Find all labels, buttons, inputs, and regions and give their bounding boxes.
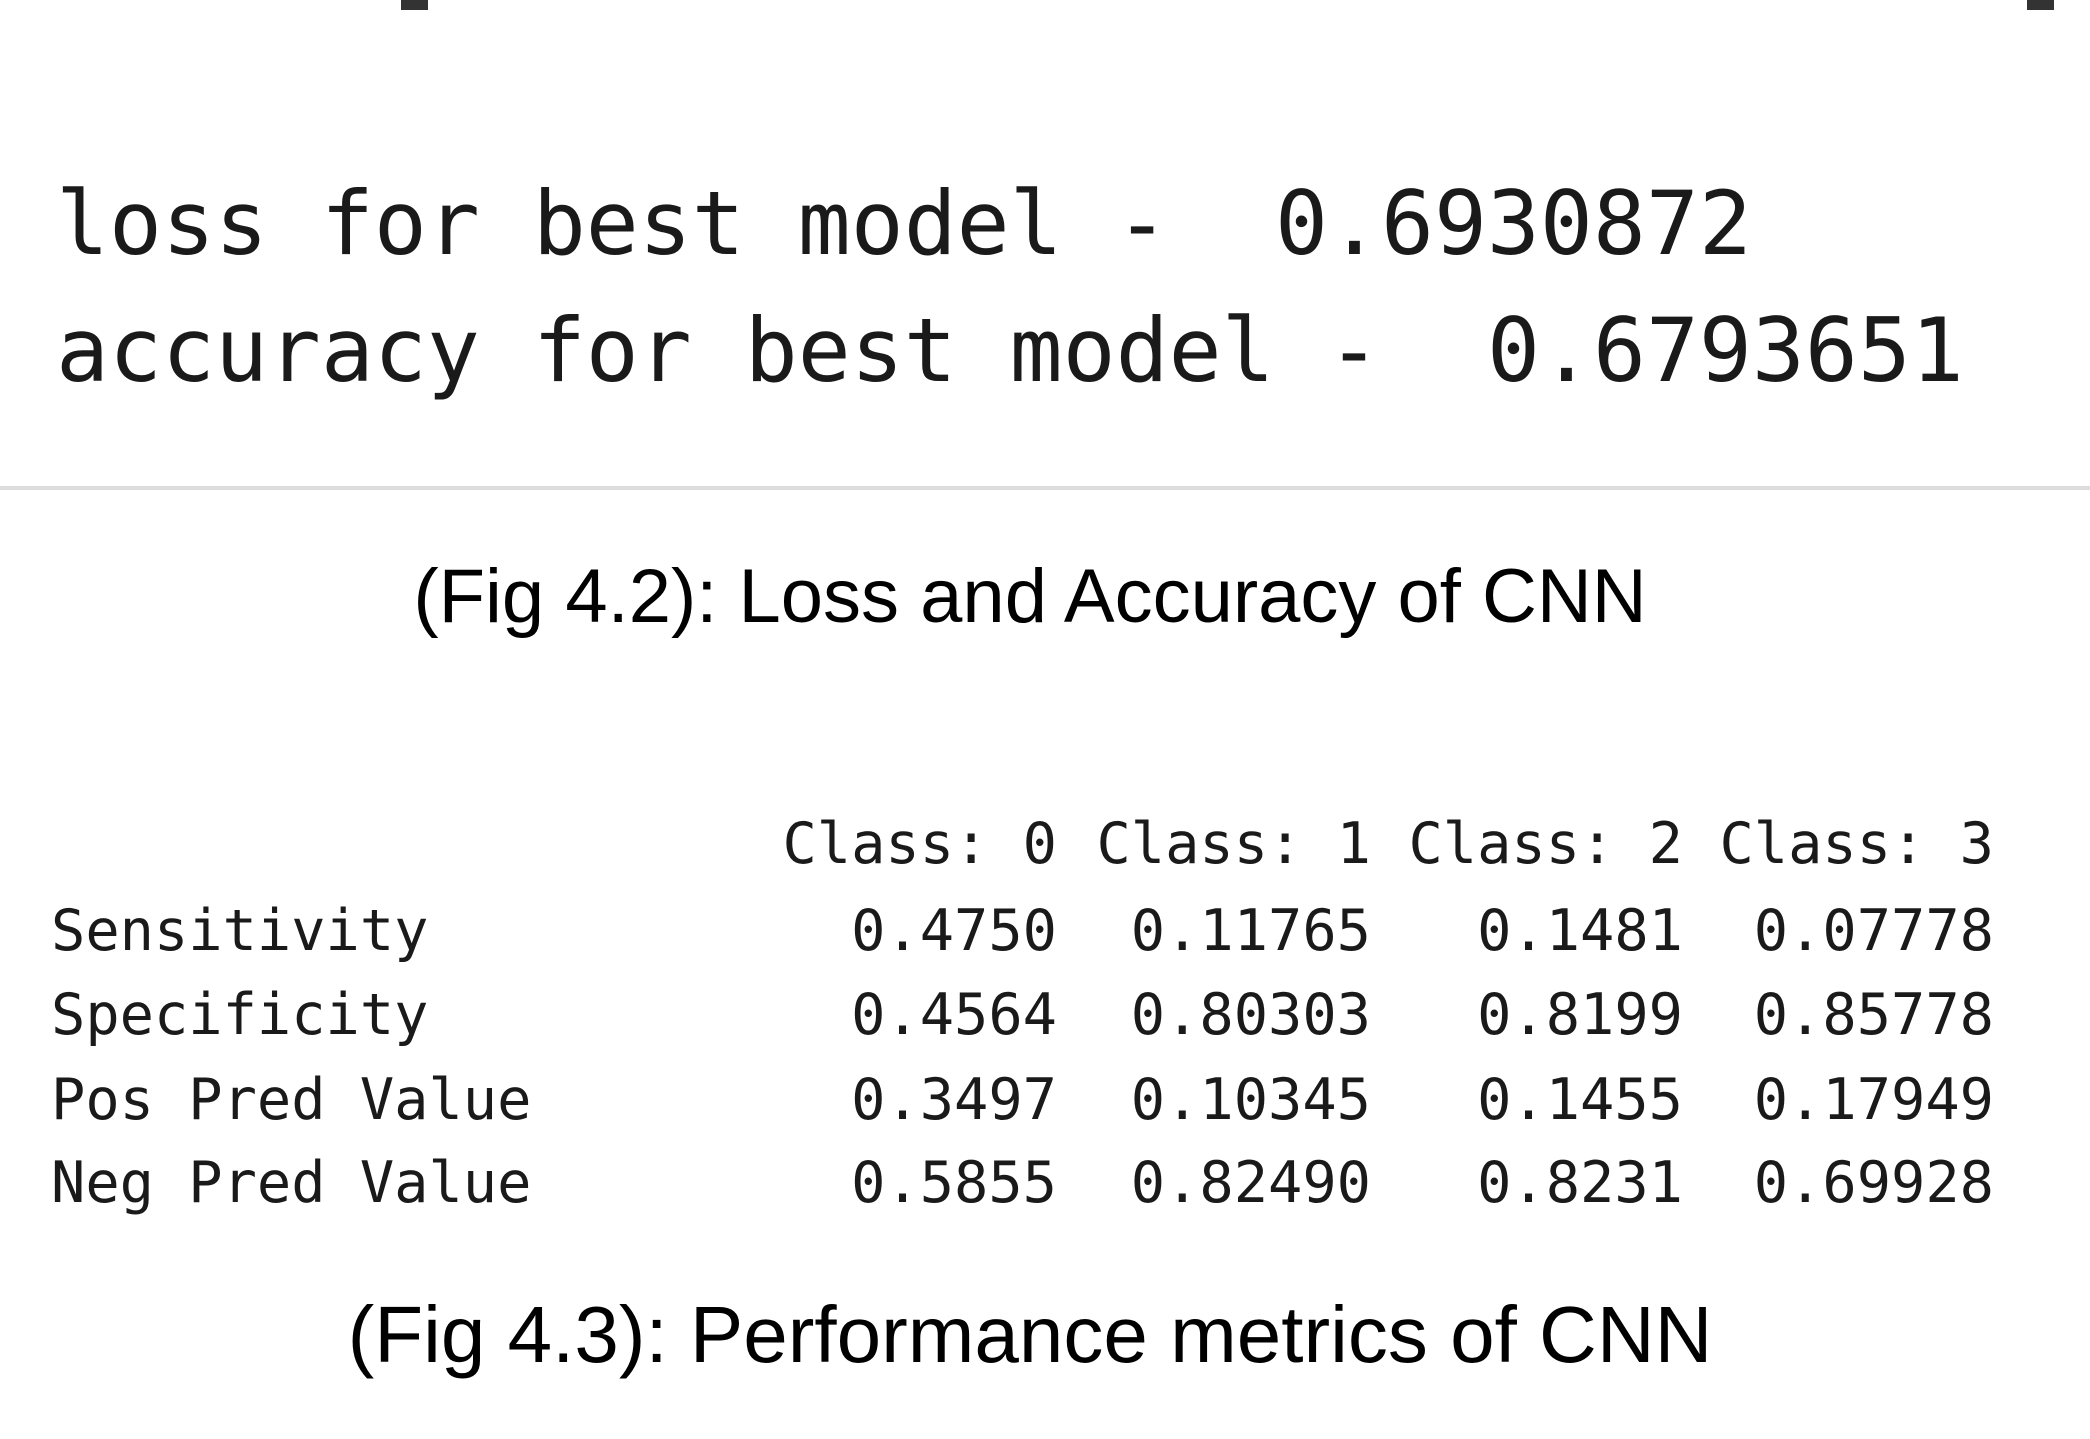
cropped-mark — [401, 0, 428, 10]
row-label: Sensitivity — [51, 898, 429, 964]
cell: 0.10345 — [1131, 1067, 1371, 1133]
cell: 0.8199 — [1477, 982, 1683, 1048]
cell: 0.07778 — [1754, 898, 1994, 964]
cell: 0.1455 — [1477, 1067, 1683, 1133]
cropped-mark — [2027, 0, 2054, 10]
column-header: Class: 3 — [1719, 811, 1994, 877]
cell: 0.4564 — [851, 982, 1057, 1048]
cell: 0.11765 — [1131, 898, 1371, 964]
cell: 0.80303 — [1131, 982, 1371, 1048]
cell: 0.5855 — [851, 1150, 1057, 1216]
cell: 0.4750 — [851, 898, 1057, 964]
column-header: Class: 0 — [782, 811, 1057, 877]
caption: (Fig 4.2): Loss and Accuracy of CNN — [413, 554, 1646, 639]
caption: (Fig 4.3): Performance metrics of CNN — [348, 1290, 1713, 1379]
cell: 0.3497 — [851, 1067, 1057, 1133]
row-label: Specificity — [51, 982, 429, 1048]
cell: 0.85778 — [1754, 982, 1994, 1048]
row-label: Neg Pred Value — [51, 1150, 531, 1216]
cell: 0.69928 — [1754, 1150, 1994, 1216]
cell: 0.82490 — [1131, 1150, 1371, 1216]
row-label: Pos Pred Value — [51, 1067, 531, 1133]
cell: 0.1481 — [1477, 898, 1683, 964]
metrics-table: Class: 0 Class: 1 Class: 2 Class: 3 Sensitiv… — [51, 811, 1994, 1216]
column-header: Class: 1 — [1096, 811, 1371, 877]
cell: 0.17949 — [1754, 1067, 1994, 1133]
loss-value: 0.6930872 — [1275, 172, 1752, 275]
accuracy-label: accuracy for best model - — [56, 299, 1381, 402]
accuracy-value: 0.6793651 — [1487, 299, 1964, 402]
loss-label: loss for best model - — [56, 172, 1169, 275]
column-header: Class: 2 — [1408, 811, 1683, 877]
divider — [0, 486, 2090, 490]
cell: 0.8231 — [1477, 1150, 1683, 1216]
